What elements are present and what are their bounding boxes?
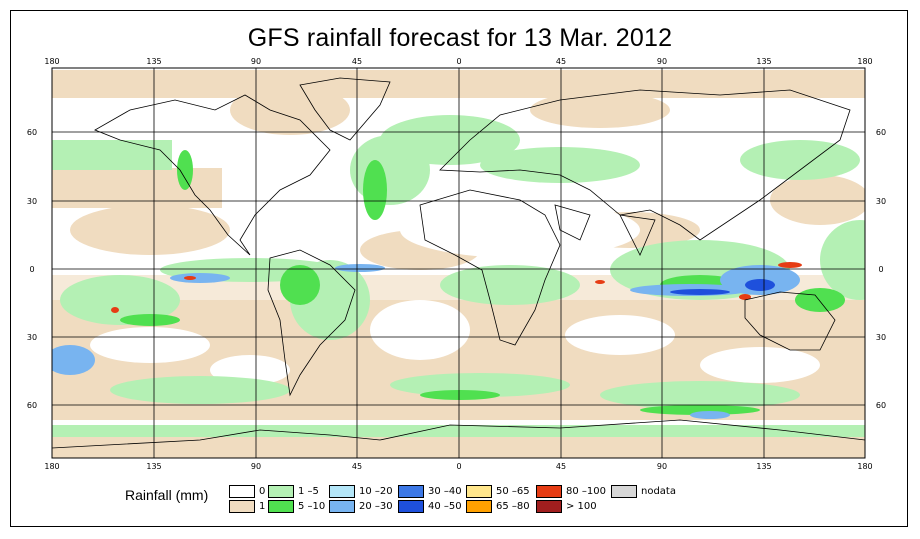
legend-label: 65 –80: [496, 501, 530, 512]
figure-frame: [10, 10, 908, 527]
latitude-labels-left: 60 30 0 30 60: [27, 128, 37, 410]
legend-label: 80 –100: [566, 486, 606, 497]
lon-label: 180: [44, 57, 59, 66]
legend-swatch: [536, 500, 562, 513]
lat-label: 60: [27, 401, 37, 410]
legend-swatch: [268, 500, 294, 513]
lon-label: 180: [44, 462, 59, 471]
coastlines: [52, 77, 865, 449]
latitude-labels-right: 60 30 0 30 60: [876, 128, 886, 410]
lat-label: 60: [876, 401, 886, 410]
lon-label: 90: [657, 462, 667, 471]
lon-label: 135: [146, 57, 161, 66]
legend-swatch: [466, 485, 492, 498]
legend-label: 0: [259, 486, 266, 497]
legend-label: 10 –20: [359, 486, 393, 497]
lat-label: 30: [27, 333, 37, 342]
lon-label: 135: [756, 57, 771, 66]
lon-label: 45: [556, 462, 566, 471]
lon-label: 0: [456, 462, 461, 471]
lon-label: 135: [756, 462, 771, 471]
legend-label: > 100: [566, 501, 597, 512]
legend-label: nodata: [641, 486, 676, 497]
legend-title: Rainfall (mm): [125, 487, 209, 503]
legend-swatch: [268, 485, 294, 498]
legend-label: 1 –5: [298, 486, 319, 497]
map-title: GFS rainfall forecast for 13 Mar. 2012: [247, 24, 673, 52]
lat-label: 60: [27, 128, 37, 137]
lon-label: 90: [251, 57, 261, 66]
lon-label: 180: [857, 57, 872, 66]
longitude-labels-top: 180 135 90 45 0 45 90 135 180: [44, 57, 872, 66]
legend-label: 50 –65: [496, 486, 530, 497]
legend-swatch: [398, 500, 424, 513]
legend-label: 40 –50: [428, 501, 462, 512]
legend-swatch: [611, 485, 637, 498]
lat-label: 0: [29, 265, 34, 274]
lon-label: 90: [657, 57, 667, 66]
longitude-labels-bottom: 180 135 90 45 0 45 90 135 180: [44, 462, 872, 471]
lon-label: 90: [251, 462, 261, 471]
legend-swatch: [466, 500, 492, 513]
lat-label: 60: [876, 128, 886, 137]
lon-label: 45: [556, 57, 566, 66]
legend-label: 20 –30: [359, 501, 393, 512]
lon-label: 180: [857, 462, 872, 471]
legend-swatch: [229, 500, 255, 513]
legend-swatch: [229, 485, 255, 498]
legend-swatch: [536, 485, 562, 498]
legend-swatch: [329, 485, 355, 498]
lon-label: 0: [456, 57, 461, 66]
lat-label: 30: [876, 197, 886, 206]
legend-label: 30 –40: [428, 486, 462, 497]
graticule: [52, 68, 865, 458]
legend-label: 1: [259, 501, 266, 512]
legend-label: 5 –10: [298, 501, 326, 512]
lon-label: 45: [352, 462, 362, 471]
lat-label: 30: [876, 333, 886, 342]
lon-label: 45: [352, 57, 362, 66]
map-border: [51, 67, 866, 459]
rainfall-layer: [52, 68, 865, 458]
lat-label: 30: [27, 197, 37, 206]
lat-label: 0: [878, 265, 883, 274]
legend-swatch: [398, 485, 424, 498]
lon-label: 135: [146, 462, 161, 471]
legend-swatch: [329, 500, 355, 513]
